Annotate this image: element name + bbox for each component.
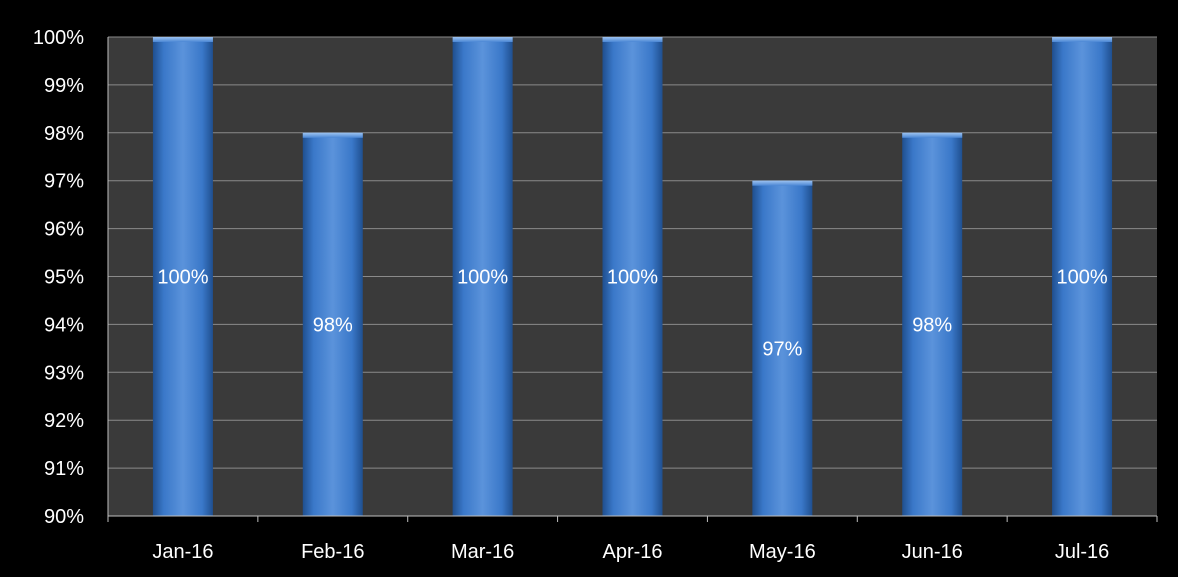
bar — [902, 132, 963, 517]
bar — [302, 132, 363, 517]
data-label: 98% — [313, 314, 353, 336]
y-tick-labels: 90% 91% 92% 93% 94% 95% 96% 97% 98% 99% 100% — [33, 27, 84, 528]
bar-body — [452, 37, 513, 516]
data-label: 97% — [762, 338, 802, 360]
bar-body — [602, 37, 663, 516]
bar-cap — [602, 37, 663, 42]
x-tick-label: Jul-16 — [1055, 541, 1109, 563]
y-tick-label: 94% — [44, 314, 84, 336]
x-tick-label: Mar-16 — [451, 541, 514, 563]
bar — [452, 37, 513, 516]
y-tick-label: 90% — [44, 506, 84, 528]
bar-body — [902, 132, 963, 517]
axes — [107, 37, 1158, 522]
bar-cap — [152, 37, 213, 42]
y-tick-label: 98% — [44, 123, 84, 145]
bar-body — [152, 37, 213, 516]
bar-body — [302, 132, 363, 517]
x-tick-label: Apr-16 — [602, 541, 662, 563]
y-tick-label: 97% — [44, 171, 84, 193]
bar — [752, 180, 813, 516]
bar — [152, 37, 213, 516]
bar-cap — [1052, 37, 1113, 42]
y-tick-label: 100% — [33, 27, 84, 49]
x-tick-labels: Jan-16 Feb-16 Mar-16 Apr-16 May-16 Jun-16 Jul-… — [152, 541, 1109, 563]
bar-cap — [902, 132, 963, 138]
bar-cap — [452, 37, 513, 42]
data-label: 100% — [157, 267, 208, 289]
x-tick-label: May-16 — [749, 541, 816, 563]
bar-body — [752, 180, 813, 516]
bar — [1052, 37, 1113, 516]
y-tick-label: 91% — [44, 458, 84, 480]
bar — [602, 37, 663, 516]
data-label: 100% — [1056, 267, 1107, 289]
bars — [152, 37, 1113, 517]
data-labels: 100% 98% 100% 100% 97% 98% 100% — [157, 267, 1108, 361]
y-tick-label: 93% — [44, 362, 84, 384]
bar-cap — [302, 132, 363, 138]
y-tick-label: 92% — [44, 410, 84, 432]
bar-body — [1052, 37, 1113, 516]
y-tick-label: 95% — [44, 267, 84, 289]
bar-cap — [752, 180, 813, 186]
data-label: 100% — [457, 267, 508, 289]
y-tick-label: 99% — [44, 75, 84, 97]
x-tick-label: Feb-16 — [301, 541, 364, 563]
data-label: 100% — [607, 267, 658, 289]
data-label: 98% — [912, 314, 952, 336]
x-tick-label: Jun-16 — [902, 541, 963, 563]
y-tick-label: 96% — [44, 219, 84, 241]
x-tick-label: Jan-16 — [152, 541, 213, 563]
